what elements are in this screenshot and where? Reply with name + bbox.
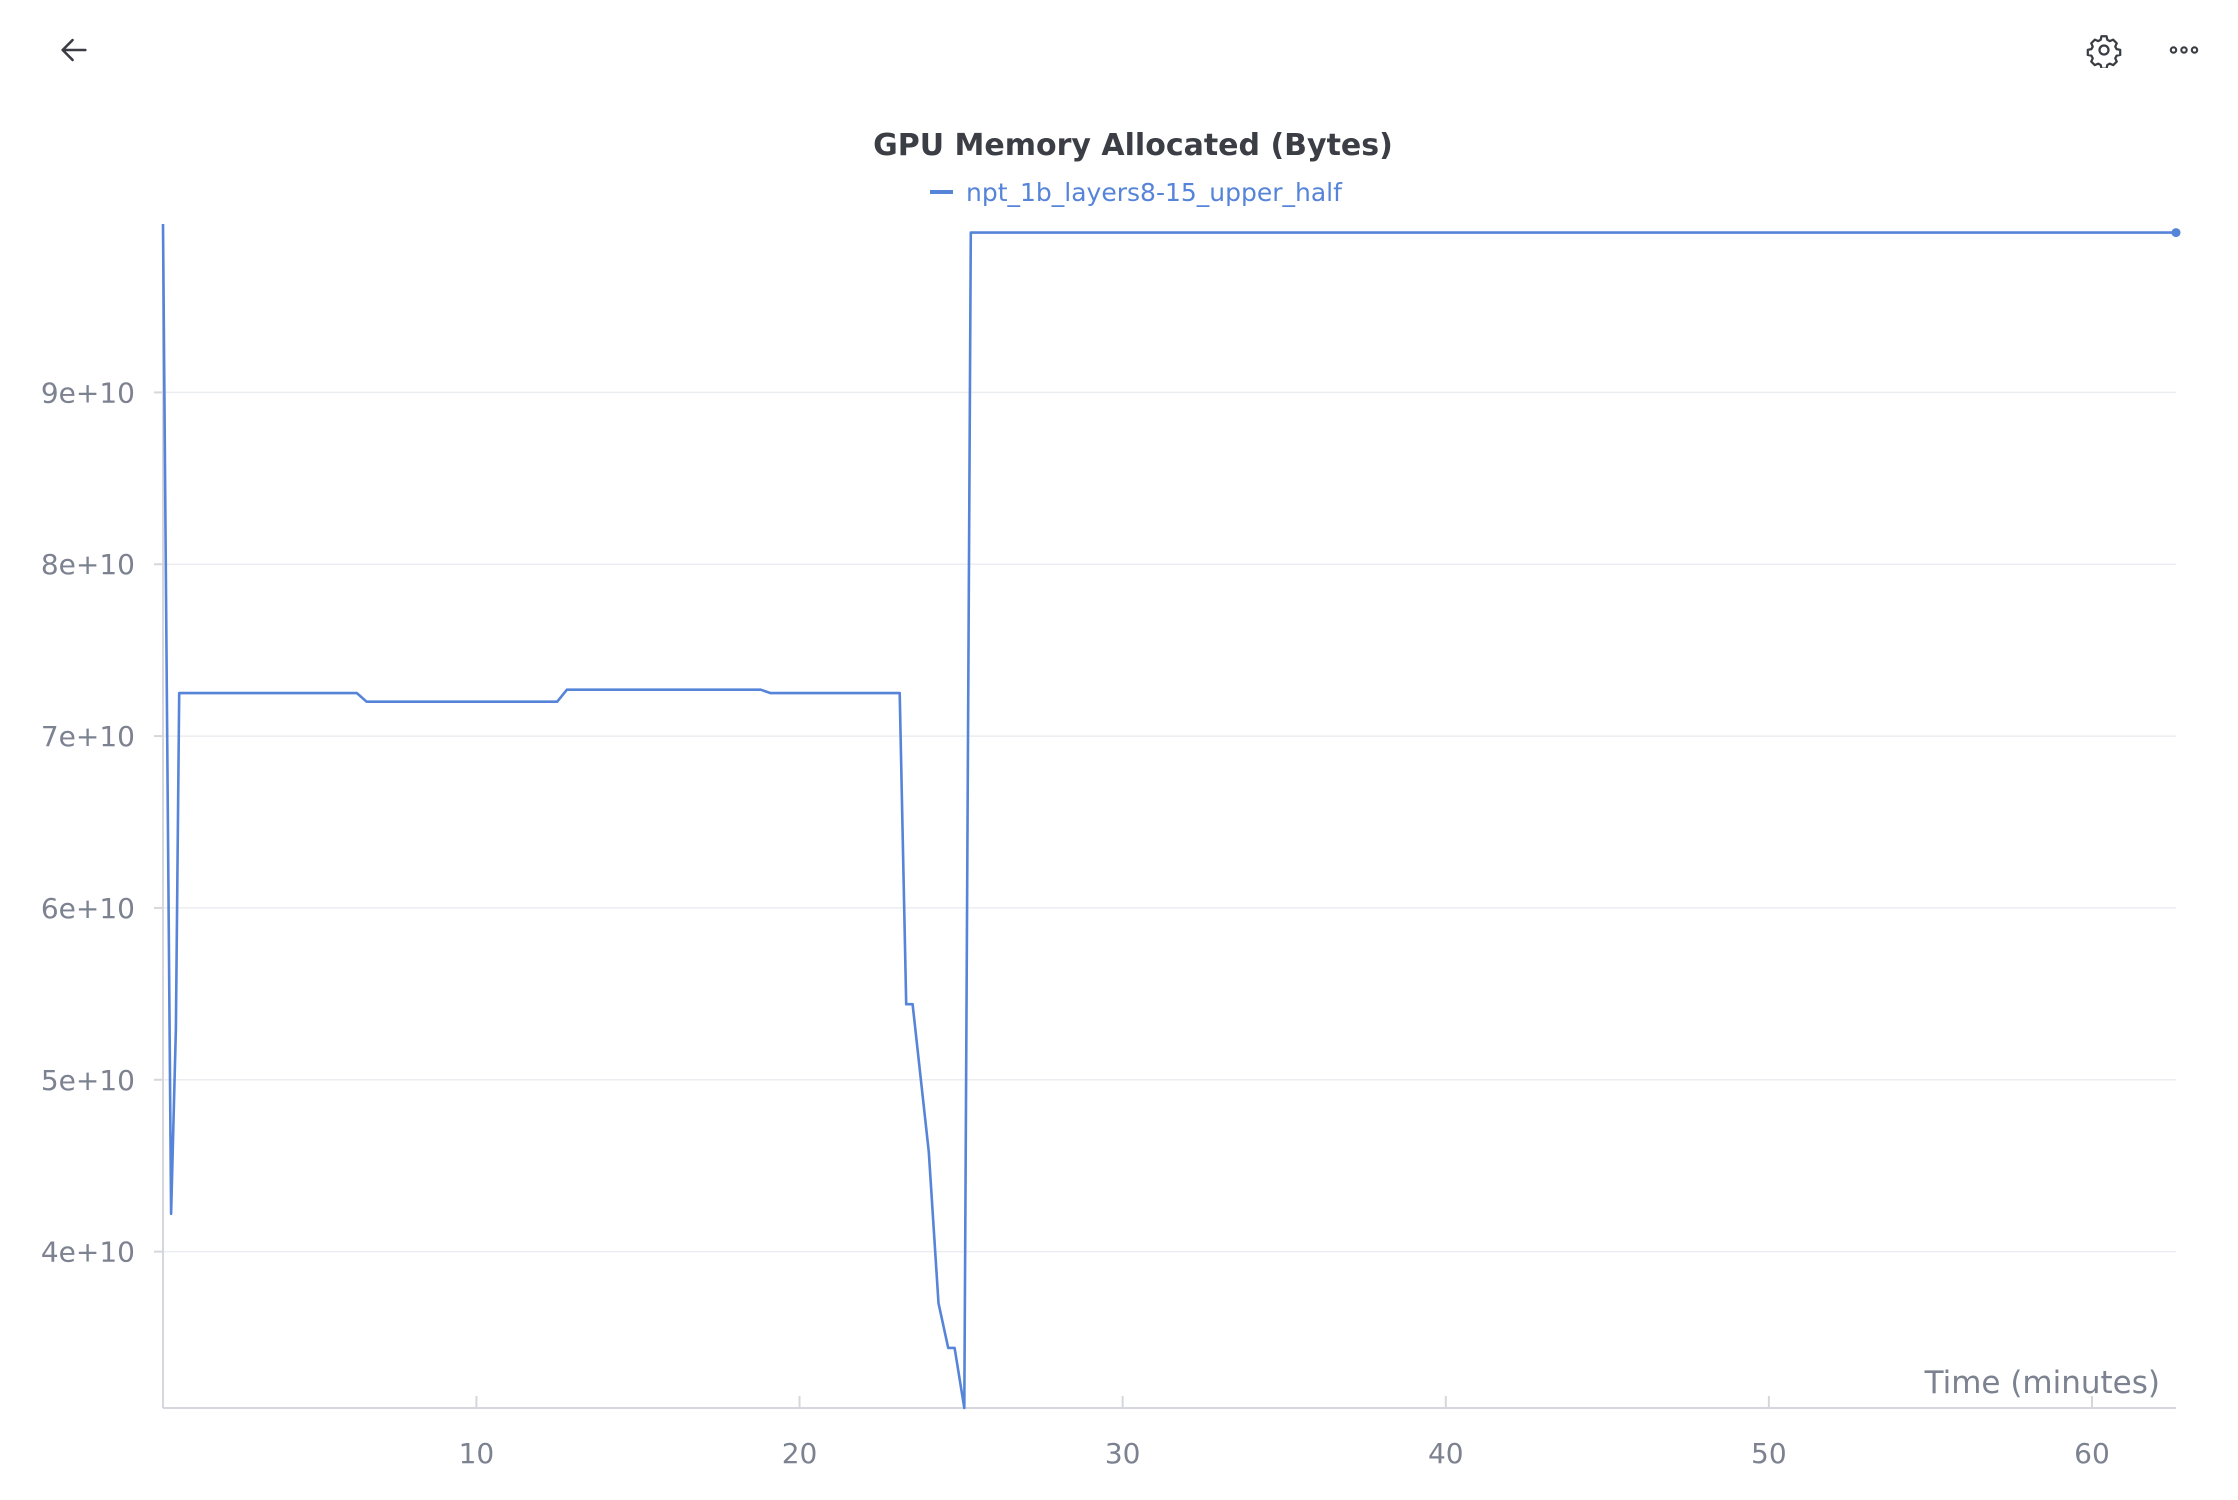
settings-button[interactable]	[2076, 22, 2132, 78]
more-options-button[interactable]	[2156, 22, 2212, 78]
legend-label: npt_1b_layers8-15_upper_half	[966, 178, 1343, 207]
x-tick-label: 50	[1751, 1437, 1787, 1470]
y-tick-label: 6e+10	[41, 892, 135, 925]
series-line[interactable]	[161, 223, 2176, 1410]
chart-title: GPU Memory Allocated (Bytes)	[873, 128, 1393, 163]
y-tick-label: 8e+10	[41, 548, 135, 581]
more-dots-icon	[2169, 46, 2199, 54]
y-tick-label: 5e+10	[41, 1064, 135, 1097]
x-tick-label: 20	[782, 1437, 818, 1470]
series-end-point[interactable]	[2171, 228, 2181, 238]
y-tick-label: 4e+10	[41, 1236, 135, 1269]
y-tick-label: 7e+10	[41, 720, 135, 753]
y-tick-label: 9e+10	[41, 376, 135, 409]
x-tick-label: 30	[1105, 1437, 1141, 1470]
x-tick-label: 60	[2074, 1437, 2110, 1470]
arrow-left-icon	[61, 38, 87, 62]
x-axis-title: Time (minutes)	[1924, 1365, 2160, 1401]
gear-icon	[2086, 35, 2122, 68]
back-button[interactable]	[46, 22, 102, 78]
x-tick-label: 40	[1428, 1437, 1464, 1470]
legend[interactable]: npt_1b_layers8-15_upper_half	[930, 178, 1343, 207]
x-tick-label: 10	[459, 1437, 495, 1470]
